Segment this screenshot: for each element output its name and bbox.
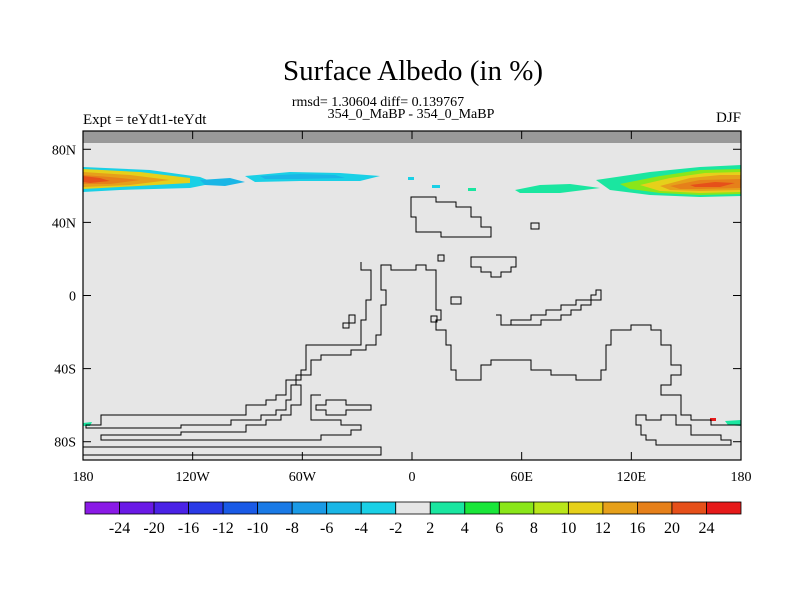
- colorbar-label: 4: [461, 520, 469, 537]
- coastline: [430, 315, 438, 323]
- colorbar-box: [671, 501, 707, 515]
- colorbar-box: [706, 501, 742, 515]
- colorbar-label: 6: [495, 520, 503, 537]
- y-tick-label: 80N: [52, 143, 76, 158]
- colorbar-box: [498, 501, 535, 515]
- colorbar-label: 10: [560, 520, 576, 537]
- coastline: [100, 384, 362, 441]
- colorbar-box: [360, 501, 397, 515]
- coastline: [635, 414, 732, 446]
- anomaly-contour: [408, 177, 414, 180]
- colorbar-label: 12: [595, 520, 611, 537]
- coastline: [85, 262, 741, 429]
- y-tick-label: 40N: [52, 216, 76, 231]
- colorbar-box: [429, 501, 466, 515]
- anomaly-contour: [83, 176, 110, 183]
- season-label: DJF: [715, 110, 741, 126]
- experiment-label: Expt = teYdt1-teYdt: [83, 112, 207, 128]
- coastlines: [83, 196, 741, 456]
- colorbar-label: -6: [320, 520, 333, 537]
- coastline: [410, 196, 492, 238]
- x-tick-label: 120W: [176, 470, 211, 485]
- colorbar-box: [533, 501, 569, 515]
- x-tick-label: 0: [409, 470, 416, 485]
- colorbar-box: [395, 501, 431, 515]
- colorbar-box: [188, 501, 224, 515]
- anomaly-contour: [515, 184, 600, 193]
- colorbar-label: 24: [698, 520, 714, 537]
- colorbar-label: 8: [530, 520, 538, 537]
- colorbar-label: -2: [389, 520, 402, 537]
- x-tick-label: 180: [73, 470, 94, 485]
- colorbar-label: 2: [426, 520, 434, 537]
- chart-subtitle: 354_0_MaBP - 354_0_MaBP: [327, 107, 495, 122]
- colorbar-label: -16: [178, 520, 199, 537]
- colorbar-label: -4: [355, 520, 368, 537]
- anomaly-contour: [200, 178, 245, 186]
- colorbar-box: [291, 501, 328, 515]
- colorbar-label: -10: [247, 520, 268, 537]
- anomaly-contour: [468, 188, 476, 191]
- colorbar-box: [119, 501, 155, 515]
- colorbar-label: 16: [629, 520, 645, 537]
- coastline: [315, 399, 372, 416]
- anomaly-contour: [690, 182, 735, 187]
- colorbar-box: [153, 501, 189, 515]
- anomaly-contour: [260, 174, 345, 179]
- axis-ticks: 180 120W 60W 0 60E 120E 180 80N 40N 0 40S 80S: [52, 131, 752, 485]
- chart-stats: rmsd= 1.30604 diff= 0.139767: [291, 95, 465, 110]
- y-tick-label: 0: [69, 290, 76, 305]
- y-tick-label: 80S: [54, 436, 76, 451]
- x-tick-label: 60E: [510, 470, 533, 485]
- colorbar-label: -12: [212, 520, 233, 537]
- coastline: [83, 446, 382, 456]
- colorbar-box: [257, 501, 293, 515]
- coastline: [496, 289, 602, 326]
- coastline: [470, 256, 517, 278]
- colorbar-box: [326, 501, 362, 515]
- colorbar-label: -8: [285, 520, 298, 537]
- colorbar-box: [602, 501, 638, 515]
- colorbar-label: -20: [143, 520, 164, 537]
- colorbar: -24 -20 -16 -12 -10 -8 -6 -4 -2 2 4 6 8 10 12 16 20 24: [84, 501, 742, 537]
- colorbar-box: [464, 501, 500, 515]
- x-tick-label: 120E: [617, 470, 647, 485]
- anomaly-field: [83, 165, 741, 426]
- anomaly-contour: [432, 185, 440, 188]
- colorbar-box: [84, 501, 120, 515]
- coastline: [530, 222, 540, 230]
- coastline: [437, 254, 445, 262]
- chart-title: Surface Albedo (in %): [282, 55, 544, 87]
- colorbar-label: 20: [664, 520, 680, 537]
- colorbar-box: [567, 501, 604, 515]
- coastline: [342, 314, 356, 329]
- y-tick-label: 40S: [54, 363, 76, 378]
- colorbar-box: [637, 501, 673, 515]
- x-tick-label: 60W: [289, 470, 317, 485]
- colorbar-label: -24: [109, 520, 130, 537]
- colorbar-box: [222, 501, 259, 515]
- x-tick-label: 180: [731, 470, 752, 485]
- coastline: [450, 296, 462, 305]
